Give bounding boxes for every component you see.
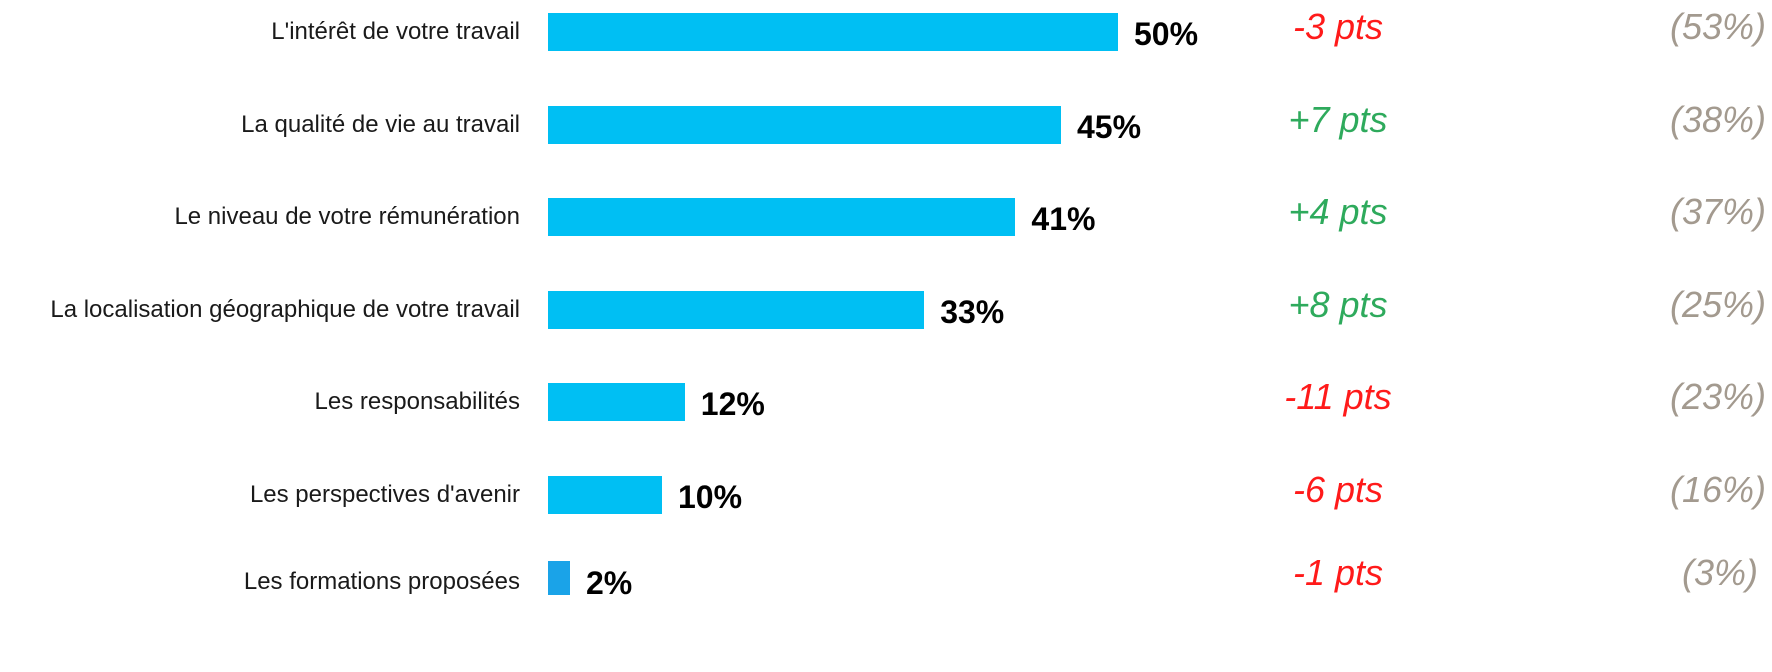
previous-value-label: (25%) bbox=[1669, 283, 1766, 325]
previous-value-label: (16%) bbox=[1669, 468, 1766, 510]
bar-mark bbox=[548, 290, 925, 329]
value-label: 10% bbox=[678, 478, 743, 515]
category-label: Les formations proposées bbox=[243, 568, 520, 595]
previous-value-label: (38%) bbox=[1669, 98, 1766, 140]
bar-mark bbox=[548, 561, 570, 595]
value-label: 41% bbox=[1031, 201, 1096, 237]
category-label: La localisation géographique de votre tr… bbox=[50, 295, 520, 323]
change-label: -3 pts bbox=[1292, 6, 1384, 47]
value-label: 33% bbox=[940, 293, 1005, 330]
change-label: +7 pts bbox=[1288, 98, 1388, 140]
category-label: Les perspectives d'avenir bbox=[249, 480, 520, 508]
bar-mark bbox=[548, 13, 1118, 51]
category-label: Le niveau de votre rémunération bbox=[174, 203, 520, 230]
change-label: -6 pts bbox=[1292, 468, 1384, 510]
bar-mark bbox=[548, 105, 1061, 144]
category-label: La qualité de vie au travail bbox=[241, 110, 520, 138]
value-label: 2% bbox=[586, 565, 633, 601]
previous-value-label: (37%) bbox=[1669, 191, 1766, 232]
category-label: Les responsabilités bbox=[314, 388, 520, 415]
value-label: 45% bbox=[1077, 108, 1142, 145]
previous-value-label: (53%) bbox=[1669, 6, 1766, 47]
previous-value-label: (3%) bbox=[1681, 552, 1758, 593]
value-label: 12% bbox=[700, 386, 765, 422]
previous-value-label: (23%) bbox=[1669, 376, 1766, 417]
bar-mark bbox=[548, 383, 685, 421]
change-label: -1 pts bbox=[1292, 552, 1384, 593]
category-label: L'intérêt de votre travail bbox=[271, 18, 520, 45]
change-label: +8 pts bbox=[1288, 283, 1388, 325]
change-label: -11 pts bbox=[1284, 376, 1392, 417]
value-label: 50% bbox=[1134, 16, 1199, 52]
bar-mark bbox=[548, 198, 1016, 236]
change-label: +4 pts bbox=[1288, 191, 1388, 232]
bar-mark bbox=[548, 475, 662, 514]
